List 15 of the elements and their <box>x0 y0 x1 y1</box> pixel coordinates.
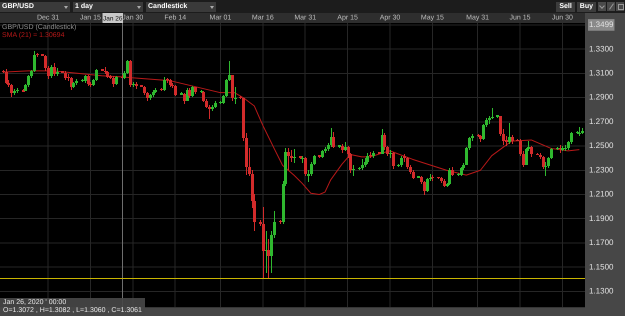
y-tick-label: 1.2900 <box>589 92 614 102</box>
y-tick-label: 1.3100 <box>589 68 614 78</box>
y-tick-label: 1.2700 <box>589 116 614 126</box>
candlestick <box>234 87 237 104</box>
y-tick-label: 1.1900 <box>589 214 614 223</box>
y-tick-label: 1.3300 <box>589 44 614 54</box>
y-tick-label: 1.2100 <box>589 190 614 199</box>
y-tick-label: 1.1500 <box>589 262 614 272</box>
y-tick-label: 1.1700 <box>589 238 614 248</box>
y-tick-label: 1.2300 <box>589 165 614 174</box>
y-tick-label: 1.2500 <box>589 141 614 150</box>
candlestick <box>293 149 296 163</box>
candlestick <box>352 165 355 176</box>
y-tick-label: 1.3499 <box>589 20 614 30</box>
y-tick-label: 1.1300 <box>589 286 614 296</box>
